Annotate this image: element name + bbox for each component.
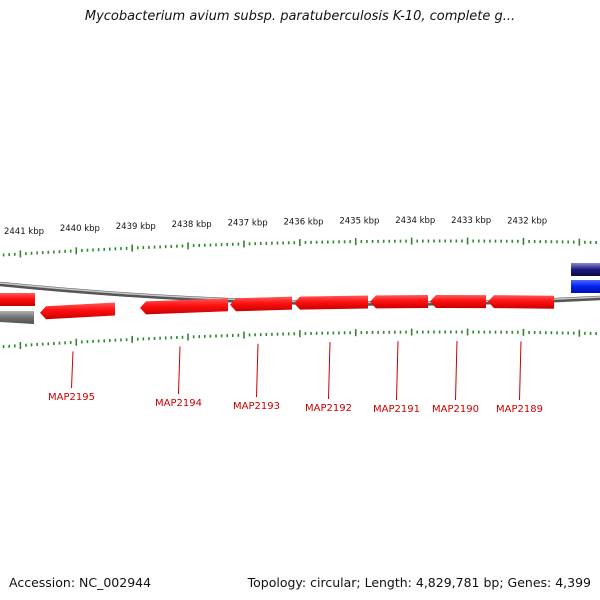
gene-label[interactable]: MAP2192 (305, 403, 352, 414)
gene-label[interactable]: MAP2189 (496, 404, 543, 415)
scale-ticks-top (2, 237, 597, 258)
gene-label[interactable]: MAP2191 (373, 404, 420, 415)
gene-arrow-map2194[interactable] (140, 298, 228, 315)
scale-label: 2433 kbp (451, 216, 491, 226)
gene-arrow-map2189[interactable] (488, 295, 554, 309)
gene-label[interactable]: MAP2195 (48, 392, 95, 403)
scale-label: 2436 kbp (283, 217, 323, 227)
gene-arrow-map2195[interactable] (40, 302, 115, 320)
gene-leader-line (178, 346, 181, 395)
accession-text: Accession: NC_002944 (9, 575, 152, 590)
scale-label: 2434 kbp (395, 216, 435, 226)
gene-arrow-map2193[interactable] (230, 296, 292, 312)
gene-leader-line (455, 340, 458, 401)
gene-leader-lines (71, 340, 522, 401)
gene-arrow-map2190[interactable] (430, 295, 486, 309)
gene-label[interactable]: MAP2193 (233, 401, 280, 412)
gene-partial-right-navy[interactable] (571, 263, 600, 276)
scale-label: 2440 kbp (60, 224, 100, 234)
scale-label: 2437 kbp (228, 218, 268, 228)
scale-label: 2438 kbp (172, 220, 212, 230)
gene-leader-line (396, 341, 399, 401)
gene-leader-line (256, 343, 259, 398)
scale-label: 2439 kbp (116, 222, 156, 232)
scale-label: 2441 kbp (4, 227, 44, 237)
gene-leader-line (519, 341, 522, 401)
gene-partial-right-blue[interactable] (571, 280, 600, 293)
gene-partial-left-red[interactable] (0, 293, 35, 306)
gene-partial-left-gray[interactable] (0, 311, 34, 324)
scale-labels: 2441 kbp 2440 kbp 2439 kbp 2438 kbp 2437 kbp… (4, 216, 547, 237)
gene-leader-line (71, 351, 74, 389)
gene-label[interactable]: MAP2190 (432, 404, 479, 415)
gene-labels: MAP2195 MAP2194 MAP2193 MAP2192 MAP2191 MAP21… (48, 392, 543, 415)
gene-arrow-map2191[interactable] (370, 295, 428, 309)
scale-ticks-bottom (2, 328, 597, 350)
map-title: Mycobacterium avium subsp. paratuberculo… (84, 9, 516, 24)
gene-label[interactable]: MAP2194 (155, 398, 202, 409)
scale-label: 2435 kbp (339, 216, 379, 226)
genes-track (40, 295, 554, 320)
gene-arrow-map2192[interactable] (294, 295, 368, 310)
genome-summary-text: Topology: circular; Length: 4,829,781 bp… (247, 575, 591, 590)
gene-leader-line (328, 342, 331, 400)
scale-label: 2432 kbp (507, 216, 547, 226)
